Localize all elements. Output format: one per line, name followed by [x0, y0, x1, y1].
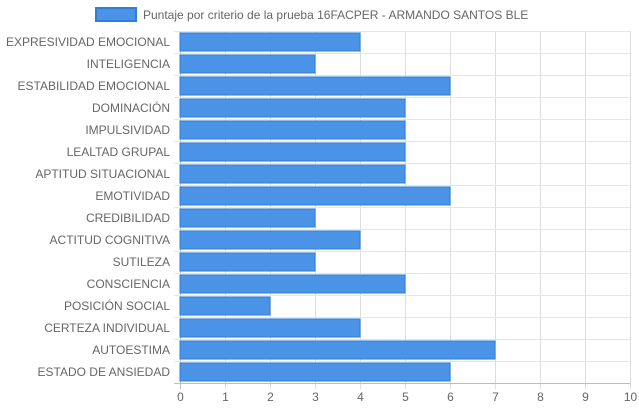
legend-swatch[interactable] — [95, 7, 137, 22]
category-label: INTELIGENCIA — [87, 57, 170, 71]
x-tick-label: 5 — [402, 390, 409, 404]
x-tick-label: 3 — [312, 390, 319, 404]
category-label: CONSCIENCIA — [87, 277, 170, 291]
bar[interactable] — [179, 32, 361, 52]
x-tick-label: 9 — [582, 390, 589, 404]
category-label: ACTITUD COGNITIVA — [50, 233, 170, 247]
bar[interactable] — [179, 142, 406, 162]
category-label: EXPRESIVIDAD EMOCIONAL — [6, 35, 170, 49]
bar[interactable] — [179, 274, 406, 294]
bar[interactable] — [179, 164, 406, 184]
category-label: CREDIBILIDAD — [86, 211, 170, 225]
bar[interactable] — [179, 230, 361, 250]
bar[interactable] — [179, 120, 406, 140]
bar[interactable] — [179, 318, 361, 338]
category-label: CERTEZA INDIVIDUAL — [44, 321, 170, 335]
category-label: POSICIÓN SOCIAL — [64, 298, 170, 313]
x-tick-label: 4 — [357, 390, 364, 404]
bar[interactable] — [179, 252, 316, 272]
x-tick-label: 7 — [492, 390, 499, 404]
bar[interactable] — [179, 362, 451, 382]
bar[interactable] — [179, 76, 451, 96]
category-label: EMOTIVIDAD — [95, 189, 170, 203]
bar[interactable] — [179, 186, 451, 206]
x-tick-label: 1 — [222, 390, 229, 404]
category-label: SUTILEZA — [113, 255, 170, 269]
category-label: APTITUD SITUACIONAL — [35, 167, 170, 181]
category-label: IMPULSIVIDAD — [85, 123, 170, 137]
x-tick-label: 0 — [177, 390, 184, 404]
x-tick-label: 8 — [537, 390, 544, 404]
bar[interactable] — [179, 340, 496, 360]
bar[interactable] — [179, 98, 406, 118]
category-labels: EXPRESIVIDAD EMOCIONAL INTELIGENCIA ESTABI… — [6, 35, 170, 379]
category-label: ESTABILIDAD EMOCIONAL — [18, 79, 171, 93]
category-label: LEALTAD GRUPAL — [67, 145, 171, 159]
x-tick-label: 2 — [267, 390, 274, 404]
legend[interactable]: Puntaje por criterio de la prueba 16FACP… — [95, 7, 528, 22]
x-axis-ticks: 0 1 2 3 4 5 6 7 8 9 10 — [177, 390, 637, 404]
bar[interactable] — [179, 296, 271, 316]
category-label: DOMINACIÓN — [92, 100, 170, 115]
x-tick-label: 10 — [624, 390, 638, 404]
category-label: AUTOESTIMA — [92, 343, 170, 357]
bars — [179, 32, 496, 382]
bar[interactable] — [179, 54, 316, 74]
bar[interactable] — [179, 208, 316, 228]
legend-label[interactable]: Puntaje por criterio de la prueba 16FACP… — [143, 8, 528, 22]
x-tick-label: 6 — [447, 390, 454, 404]
category-label: ESTADO DE ANSIEDAD — [38, 365, 171, 379]
